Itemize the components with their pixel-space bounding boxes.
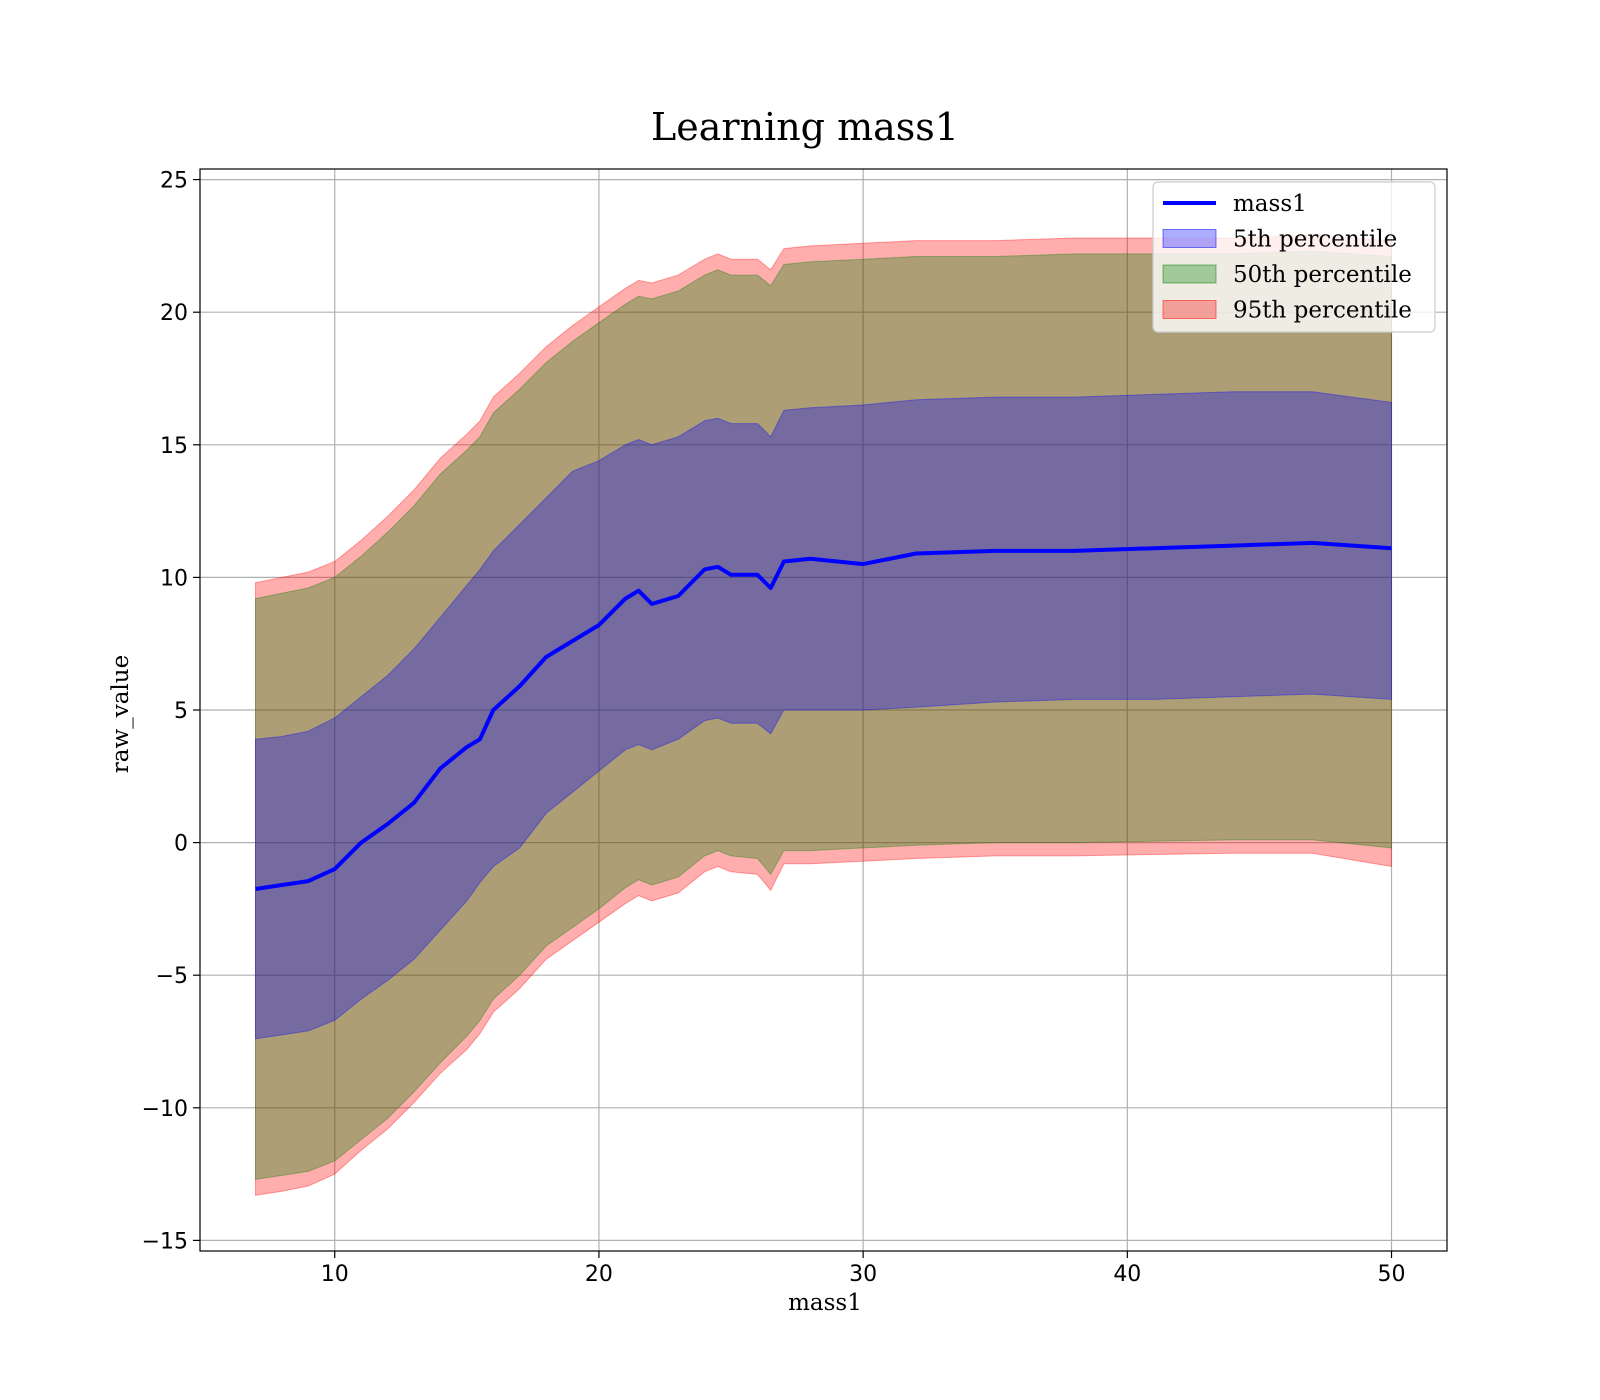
y-tick-label: 25 [160, 169, 188, 194]
band-50th-percentile [255, 250, 1392, 1180]
legend-swatch-band [1162, 264, 1217, 284]
legend-label: 95th percentile [1233, 298, 1412, 324]
y-tick-label: −5 [156, 964, 188, 989]
line-series [255, 540, 1392, 891]
legend: mass1 5th percentile 50th percentile 95th p… [1152, 181, 1436, 333]
x-tick-label: 40 [1113, 1262, 1141, 1287]
band-5th-percentile [255, 391, 1392, 1040]
y-tick-label: 15 [160, 434, 188, 459]
line-mass1 [255, 540, 1392, 891]
y-tick-label: −10 [142, 1097, 188, 1122]
legend-box [1152, 181, 1436, 333]
legend-swatch-band [1162, 229, 1217, 248]
legend-label: 50th percentile [1233, 262, 1412, 288]
y-axis-label: raw_value [108, 655, 134, 773]
legend-label: mass1 [1233, 191, 1307, 217]
x-tick-label: 10 [321, 1262, 349, 1287]
y-tick-label: 0 [174, 832, 188, 857]
band-95th-percentile [255, 234, 1392, 1196]
legend-label: 5th percentile [1233, 227, 1397, 253]
percentile-bands [255, 234, 1392, 1196]
x-tick-label: 30 [849, 1262, 877, 1287]
y-tick-label: 10 [160, 566, 188, 591]
grid [200, 169, 1447, 1251]
y-tick-label: 5 [174, 699, 188, 724]
x-tick-label: 50 [1378, 1262, 1406, 1287]
legend-swatch-band [1162, 300, 1217, 319]
x-tick-label: 20 [585, 1262, 613, 1287]
y-tick-label: −15 [142, 1229, 188, 1254]
y-tick-label: 20 [160, 301, 188, 326]
chart-title: Learning mass1 [651, 105, 959, 149]
x-axis-label: mass1 [788, 1290, 862, 1316]
axis-ticks: 10 20 30 40 50 −15 −10 −5 0 5 10 15 20 25 [142, 169, 1406, 1287]
